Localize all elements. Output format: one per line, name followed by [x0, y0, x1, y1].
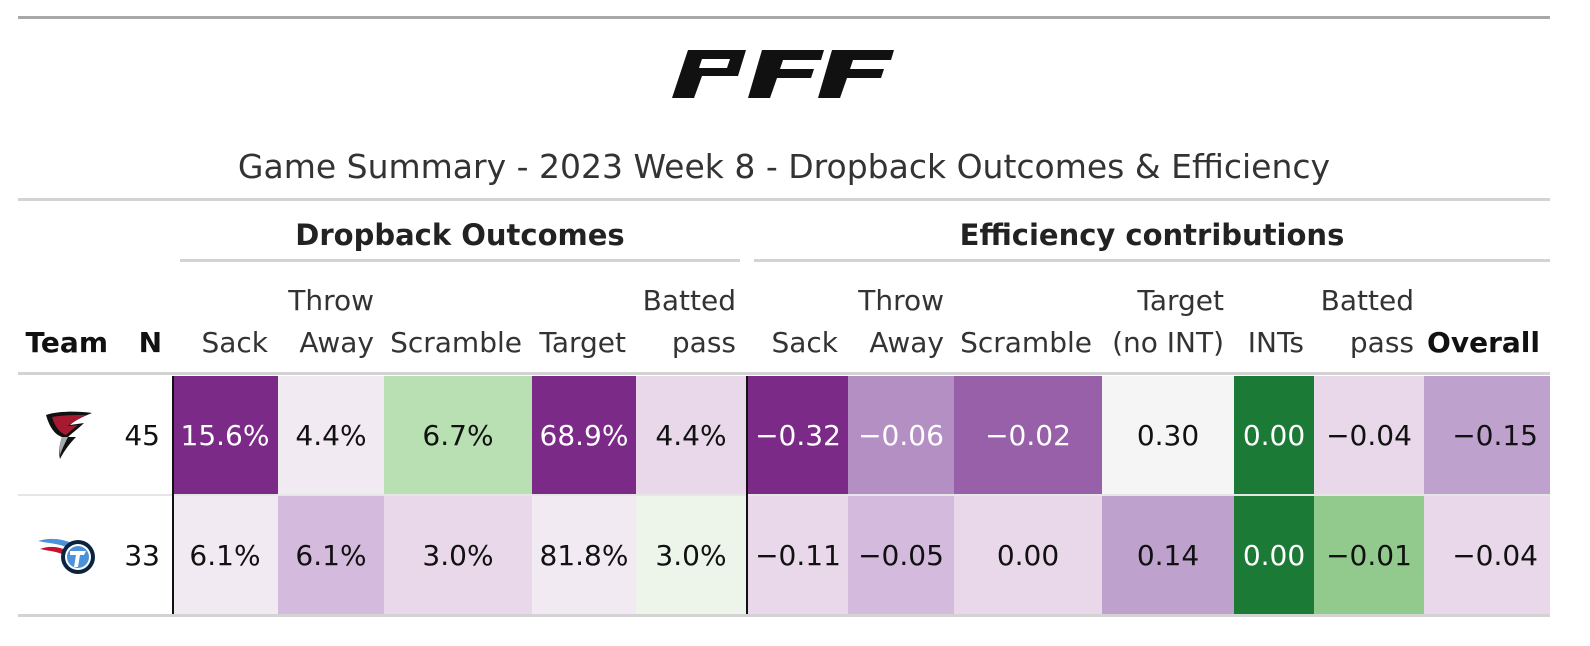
table-title: Game Summary - 2023 Week 8 - Dropback Ou… — [237, 147, 1331, 186]
cell-outcome-batted-pass: 4.4% — [636, 376, 746, 494]
divider-outcomes — [172, 376, 174, 614]
col-head-eff-sack: Sack — [746, 278, 848, 364]
cell-outcome-scramble: 3.0% — [384, 496, 532, 614]
col-head-eff-throw-away-line2: Away — [869, 326, 944, 359]
cell-eff-ints: 0.00 — [1234, 376, 1314, 494]
col-head-eff-overall: Overall — [1424, 278, 1550, 364]
col-head-outcome-scramble: Scramble — [384, 278, 532, 364]
cell-outcome-scramble: 6.7% — [384, 376, 532, 494]
title-rule — [18, 198, 1550, 201]
col-head-eff-batted-line2: pass — [1349, 326, 1414, 359]
col-head-eff-batted-pass: Batted pass — [1314, 278, 1424, 364]
col-head-outcome-throw-away: Throw Away — [278, 278, 384, 364]
divider-efficiency — [746, 376, 748, 614]
cell-n: 45 — [124, 418, 160, 452]
cell-outcome-sack: 15.6% — [172, 376, 278, 494]
col-head-n-label: N — [138, 326, 162, 359]
titans-logo-icon — [38, 538, 95, 574]
cell-outcome-throw-away: 4.4% — [278, 376, 384, 494]
cell-eff-throw-away: −0.06 — [848, 376, 954, 494]
cell-eff-ints: 0.00 — [1234, 496, 1314, 614]
cell-n: 33 — [124, 538, 160, 572]
row-separator — [18, 494, 1550, 496]
cell-eff-target: 0.30 — [1102, 376, 1234, 494]
spanner-efficiency-contributions: Efficiency contributions — [754, 212, 1550, 262]
cell-outcome-throw-away: 6.1% — [278, 496, 384, 614]
cell-eff-batted-pass: −0.01 — [1314, 496, 1424, 614]
cell-outcome-target: 81.8% — [532, 496, 636, 614]
col-head-eff-throw-away: Throw Away — [848, 278, 954, 364]
col-head-eff-scramble: Scramble — [954, 278, 1102, 364]
team-logo-cell — [18, 376, 118, 494]
cell-outcome-batted-pass: 3.0% — [636, 496, 746, 614]
col-head-eff-ints: INTs — [1234, 278, 1314, 364]
col-head-n: N — [118, 278, 172, 364]
spanner-dropback-outcomes: Dropback Outcomes — [180, 212, 740, 262]
col-head-outcome-throw-away-line2: Away — [299, 326, 374, 359]
cell-eff-sack: −0.32 — [748, 376, 848, 494]
header-rule — [18, 372, 1550, 375]
col-head-eff-batted-line1: Batted — [1320, 284, 1414, 317]
cell-eff-target: 0.14 — [1102, 496, 1234, 614]
col-head-outcome-target: Target — [532, 278, 636, 364]
pff-logo — [668, 46, 898, 102]
col-head-outcome-scramble-label: Scramble — [390, 326, 522, 359]
cell-eff-batted-pass: −0.04 — [1314, 376, 1424, 494]
col-head-team: Team — [18, 278, 118, 364]
col-head-outcome-batted-pass: Batted pass — [636, 278, 746, 364]
cell-eff-overall: −0.15 — [1424, 376, 1550, 494]
col-head-outcome-target-label: Target — [539, 326, 626, 359]
col-head-eff-target-line1: Target — [1137, 284, 1224, 317]
col-head-outcome-batted-line2: pass — [671, 326, 736, 359]
cell-eff-sack: −0.11 — [748, 496, 848, 614]
col-head-eff-target-line2: (no INT) — [1112, 326, 1224, 359]
col-head-team-label: Team — [25, 326, 108, 359]
falcons-logo-icon — [46, 411, 92, 459]
col-head-eff-sack-label: Sack — [771, 326, 838, 359]
cell-eff-scramble: −0.02 — [954, 376, 1102, 494]
cell-eff-throw-away: −0.05 — [848, 496, 954, 614]
col-head-outcome-batted-line1: Batted — [642, 284, 736, 317]
col-head-outcome-throw-away-line1: Throw — [288, 284, 374, 317]
col-head-eff-overall-label: Overall — [1427, 326, 1540, 359]
top-rule — [18, 16, 1550, 19]
cell-outcome-sack: 6.1% — [172, 496, 278, 614]
team-logo-cell — [18, 496, 118, 614]
cell-outcome-target: 68.9% — [532, 376, 636, 494]
bottom-rule — [18, 614, 1550, 617]
cell-eff-scramble: 0.00 — [954, 496, 1102, 614]
pff-logo-icon — [672, 50, 894, 98]
col-head-outcome-sack-label: Sack — [201, 326, 268, 359]
col-head-outcome-sack: Sack — [172, 278, 278, 364]
cell-eff-overall: −0.04 — [1424, 496, 1550, 614]
col-head-eff-ints-label: INTs — [1247, 326, 1304, 359]
col-head-eff-target: Target (no INT) — [1102, 278, 1234, 364]
col-head-eff-scramble-label: Scramble — [960, 326, 1092, 359]
col-head-eff-throw-away-line1: Throw — [858, 284, 944, 317]
